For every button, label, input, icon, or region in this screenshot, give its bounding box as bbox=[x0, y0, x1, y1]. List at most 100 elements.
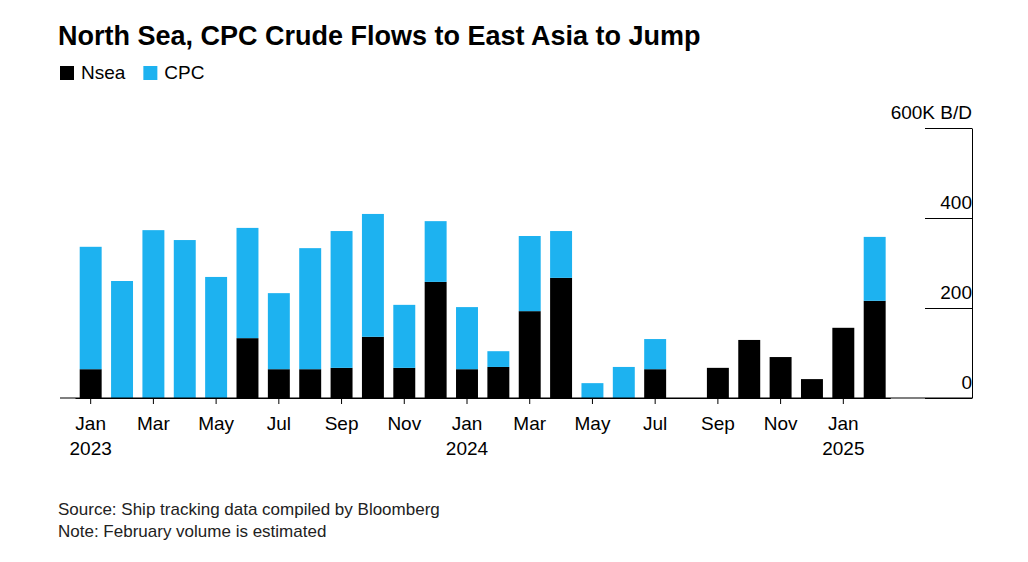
x-tick-label-line: Nov bbox=[387, 413, 421, 434]
bar bbox=[581, 383, 603, 398]
bar bbox=[487, 367, 509, 398]
bar bbox=[864, 301, 886, 398]
x-tick-label: May bbox=[198, 413, 234, 434]
x-tick: May bbox=[574, 398, 610, 434]
x-tick-label: May bbox=[574, 413, 610, 434]
x-tick-label-line: Jul bbox=[267, 413, 291, 434]
bar bbox=[237, 338, 259, 398]
x-tick bbox=[184, 398, 185, 404]
bar bbox=[832, 328, 854, 398]
bar bbox=[205, 277, 227, 398]
x-tick-label: Jan2024 bbox=[446, 413, 489, 460]
y-tick: 0 bbox=[925, 372, 972, 399]
bar bbox=[268, 369, 290, 398]
x-tick-label-line: 2025 bbox=[822, 438, 864, 459]
x-tick-label-line: Jan bbox=[75, 413, 106, 434]
x-tick-label: Nov bbox=[387, 413, 421, 434]
baseline bbox=[60, 397, 972, 398]
x-tick-label-line: Jul bbox=[643, 413, 667, 434]
bar bbox=[331, 231, 353, 368]
bar bbox=[456, 369, 478, 398]
x-tick: Nov bbox=[387, 398, 421, 434]
x-tick bbox=[561, 398, 562, 404]
bar bbox=[550, 278, 572, 398]
x-tick-label: Jul bbox=[643, 413, 667, 434]
bar bbox=[393, 305, 415, 368]
bar bbox=[707, 367, 729, 368]
legend-label: Nsea bbox=[81, 62, 126, 83]
x-tick-label: Nov bbox=[764, 413, 798, 434]
y-tick: 200 bbox=[925, 282, 972, 309]
x-tick-label: Sep bbox=[325, 413, 359, 434]
x-tick-mark bbox=[341, 398, 342, 404]
x-tick-label: Jan 2023 bbox=[70, 413, 112, 460]
x-tick bbox=[749, 398, 750, 404]
bar bbox=[299, 369, 321, 398]
y-tick-mark bbox=[925, 398, 972, 399]
x-tick: Jul bbox=[267, 398, 291, 434]
x-tick-label-line: May bbox=[198, 413, 234, 434]
bar bbox=[644, 369, 666, 398]
x-tick-mark bbox=[404, 398, 405, 404]
x-tick bbox=[498, 398, 499, 404]
source: Source: Ship tracking data compiled by B… bbox=[58, 500, 440, 519]
bar bbox=[362, 337, 384, 398]
x-tick-mark bbox=[216, 398, 217, 404]
bar bbox=[174, 240, 196, 398]
y-tick-label: 400 bbox=[940, 192, 972, 213]
x-tick bbox=[372, 398, 373, 404]
bar bbox=[425, 282, 447, 398]
x-tick: Jan2025 bbox=[822, 398, 864, 459]
y-tick-label: 200 bbox=[940, 282, 972, 303]
bar bbox=[770, 357, 792, 358]
bar bbox=[550, 231, 572, 278]
x-tick-mark bbox=[90, 398, 91, 404]
bar bbox=[801, 379, 823, 398]
legend-swatch bbox=[60, 66, 74, 80]
x-tick-label: Mar bbox=[137, 413, 170, 434]
bar bbox=[864, 237, 886, 301]
x-tick-label: Sep bbox=[701, 413, 735, 434]
y-tick-label: 600K B/D bbox=[891, 102, 972, 123]
x-tick: Sep bbox=[325, 398, 359, 434]
bar bbox=[425, 221, 447, 282]
x-tick: May bbox=[198, 398, 234, 434]
bar bbox=[613, 367, 635, 398]
y-tick-mark bbox=[925, 128, 972, 129]
bar bbox=[111, 281, 133, 398]
bar bbox=[644, 339, 666, 369]
x-tick-label-line: Nov bbox=[764, 413, 798, 434]
note: Note: February volume is estimated bbox=[58, 522, 326, 541]
x-tick-label-line: Sep bbox=[701, 413, 735, 434]
x-tick: Mar bbox=[137, 398, 170, 434]
x-tick bbox=[811, 398, 812, 404]
x-tick-mark bbox=[717, 398, 718, 404]
bar bbox=[80, 247, 102, 369]
x-tick-label-line: Mar bbox=[137, 413, 170, 434]
bar bbox=[299, 248, 321, 369]
legend-swatch bbox=[143, 66, 157, 80]
x-tick-label-line: Jan bbox=[452, 413, 483, 434]
series-0 bbox=[80, 278, 886, 398]
x-tick: Mar bbox=[513, 398, 546, 434]
x-tick-mark bbox=[529, 398, 530, 404]
x-tick: Sep bbox=[701, 398, 735, 434]
bar bbox=[707, 368, 729, 398]
bar bbox=[519, 236, 541, 311]
title: North Sea, CPC Crude Flows to East Asia … bbox=[58, 21, 701, 51]
x-tick-mark bbox=[278, 398, 279, 404]
chart: North Sea, CPC Crude Flows to East Asia … bbox=[0, 0, 1028, 562]
y-axis: 0 200 400 600K B/D bbox=[891, 102, 973, 399]
bar bbox=[487, 351, 509, 367]
x-tick-label: Mar bbox=[513, 413, 546, 434]
bar bbox=[237, 228, 259, 338]
bars bbox=[80, 214, 886, 398]
y-tick: 400 bbox=[925, 192, 972, 219]
x-tick bbox=[247, 398, 248, 404]
y-tick-mark bbox=[925, 308, 972, 309]
x-tick-label-line: 2023 bbox=[70, 438, 112, 459]
bar bbox=[393, 368, 415, 398]
bar bbox=[362, 214, 384, 337]
bar bbox=[80, 369, 102, 398]
legend: NseaCPC bbox=[60, 62, 204, 83]
